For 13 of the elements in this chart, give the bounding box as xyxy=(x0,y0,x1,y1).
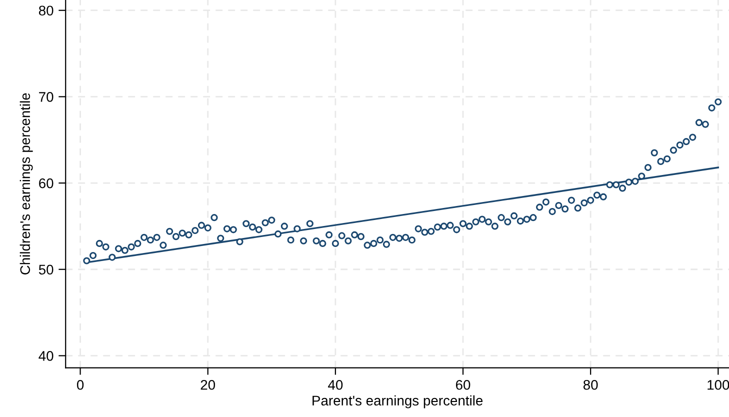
y-tick-label: 50 xyxy=(38,264,54,275)
x-tick-label: 20 xyxy=(200,380,216,390)
y-tick-label: 60 xyxy=(39,178,54,188)
x-tick-label: 80 xyxy=(583,380,598,390)
y-tick-label: 40 xyxy=(38,351,54,361)
x-tick-label: 100 xyxy=(708,380,729,390)
x-tick-label: 40 xyxy=(328,380,343,390)
x-axis-title: Parent's earnings percentile xyxy=(312,395,483,408)
y-tick-label: 70 xyxy=(39,92,54,102)
x-tick-label: 60 xyxy=(456,380,470,390)
y-tick-label: 80 xyxy=(38,6,54,16)
y-axis-title: Children's earnings percentile xyxy=(20,93,33,274)
x-tick-label: 0 xyxy=(76,380,84,390)
